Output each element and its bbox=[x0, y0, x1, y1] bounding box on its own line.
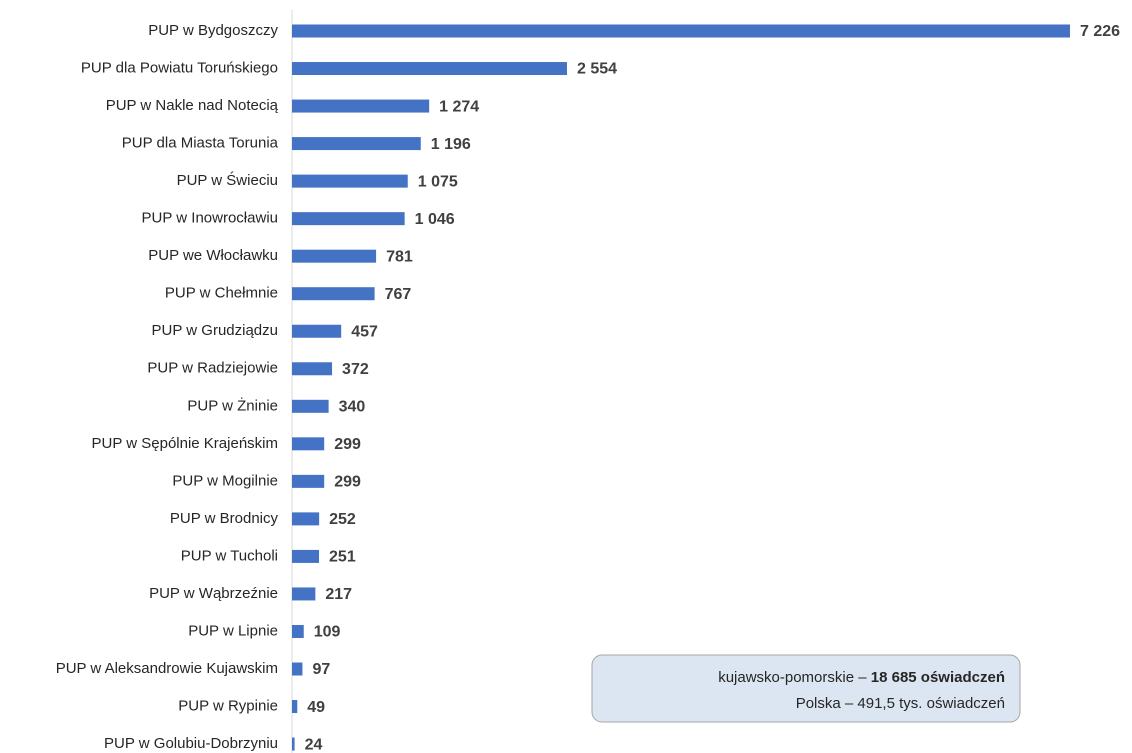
category-label: PUP w Rypinie bbox=[178, 698, 278, 715]
category-label: PUP w Radziejowie bbox=[147, 360, 278, 377]
value-label: 252 bbox=[329, 511, 356, 528]
value-label: 217 bbox=[325, 586, 352, 603]
annotation-box bbox=[591, 654, 1021, 723]
value-label: 299 bbox=[334, 436, 361, 453]
category-label: PUP w Tucholi bbox=[181, 547, 278, 564]
bar bbox=[292, 287, 375, 301]
value-label: 1 075 bbox=[418, 173, 458, 190]
annotation-line: kujawsko-pomorskie – 18 685 oświadczeń bbox=[718, 669, 1005, 686]
bar bbox=[292, 399, 329, 413]
value-label: 49 bbox=[307, 699, 325, 716]
category-label: PUP w Świeciu bbox=[177, 171, 278, 189]
category-label: PUP w Żninie bbox=[187, 396, 278, 414]
bar bbox=[292, 249, 377, 263]
value-label: 251 bbox=[329, 549, 356, 566]
bar bbox=[292, 99, 430, 113]
annotation-text: kujawsko-pomorskie – bbox=[718, 669, 867, 686]
bar bbox=[292, 362, 333, 376]
bar bbox=[292, 700, 298, 714]
bar bbox=[292, 62, 567, 76]
value-label: 2 554 bbox=[577, 61, 617, 78]
category-label: PUP w Lipnie bbox=[188, 622, 278, 639]
annotation-bold: 18 685 oświadczeń bbox=[871, 669, 1005, 686]
category-label: PUP w Golubiu-Dobrzyniu bbox=[104, 735, 278, 752]
value-label: 767 bbox=[385, 286, 412, 303]
value-label: 372 bbox=[342, 361, 369, 378]
category-label: PUP we Włocławku bbox=[148, 247, 278, 264]
category-label: PUP w Bydgoszczy bbox=[148, 22, 278, 39]
bar bbox=[292, 137, 421, 151]
value-label: 1 046 bbox=[415, 211, 455, 228]
category-label: PUP w Sępólnie Krajeńskim bbox=[92, 435, 278, 452]
bar bbox=[292, 24, 1070, 38]
category-label: PUP w Grudziądzu bbox=[152, 322, 278, 339]
category-label: PUP w Chełmnie bbox=[165, 285, 278, 302]
category-label: PUP w Mogilnie bbox=[172, 472, 278, 489]
bar bbox=[292, 212, 405, 226]
bar bbox=[292, 324, 342, 338]
category-label: PUP dla Miasta Torunia bbox=[122, 135, 279, 152]
category-label: PUP w Inowrocławiu bbox=[142, 210, 278, 227]
value-label: 109 bbox=[314, 624, 341, 641]
value-label: 24 bbox=[305, 736, 323, 753]
value-label: 299 bbox=[334, 474, 361, 491]
category-label: PUP w Nakle nad Notecią bbox=[106, 97, 279, 114]
value-label: 457 bbox=[351, 323, 378, 340]
bar bbox=[292, 512, 320, 526]
bar bbox=[292, 737, 295, 751]
value-label: 340 bbox=[339, 399, 366, 416]
category-label: PUP w Aleksandrowie Kujawskim bbox=[56, 660, 278, 677]
bar bbox=[292, 474, 325, 488]
bar bbox=[292, 174, 408, 188]
category-label: PUP w Wąbrzeźnie bbox=[149, 585, 278, 602]
category-label: PUP dla Powiatu Toruńskiego bbox=[81, 59, 278, 76]
bar bbox=[292, 437, 325, 451]
bar bbox=[292, 662, 303, 676]
value-label: 1 274 bbox=[439, 98, 479, 115]
value-label: 781 bbox=[386, 248, 413, 265]
category-label: PUP w Brodnicy bbox=[170, 510, 279, 527]
annotation-line: Polska – 491,5 tys. oświadczeń bbox=[796, 695, 1005, 712]
bar bbox=[292, 549, 320, 563]
value-label: 7 226 bbox=[1080, 23, 1120, 40]
value-label: 97 bbox=[312, 661, 330, 678]
value-label: 1 196 bbox=[431, 136, 471, 153]
bar bbox=[292, 587, 316, 601]
bar bbox=[292, 624, 304, 638]
